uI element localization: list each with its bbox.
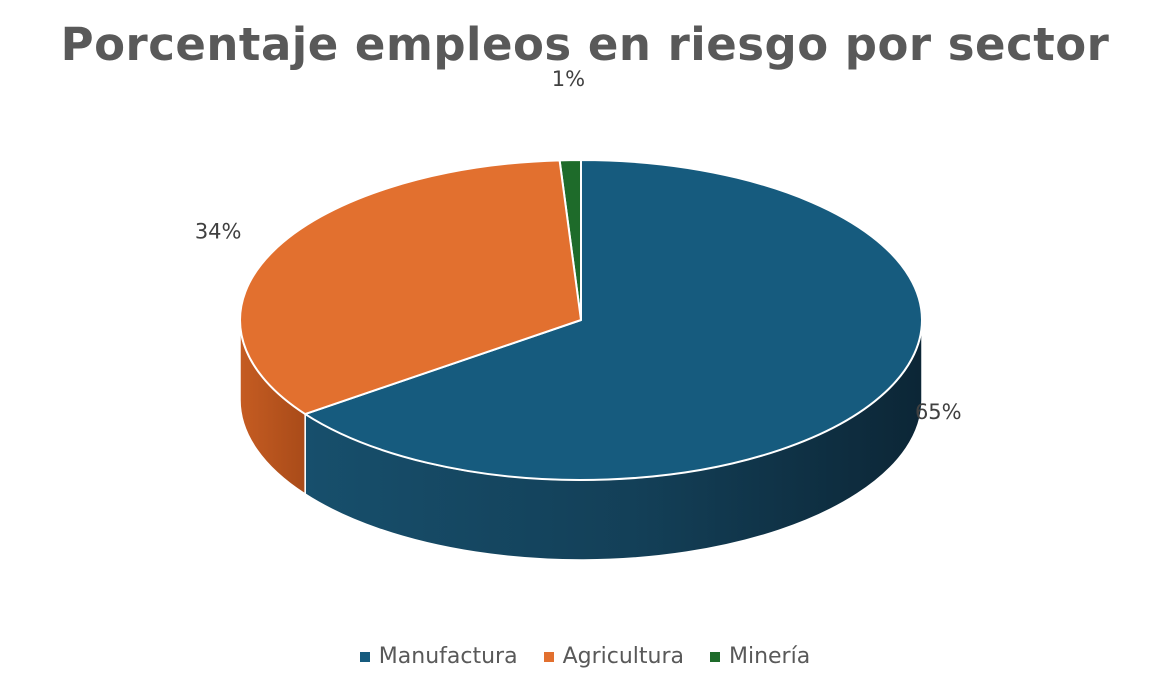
- legend-label-mineria: Minería: [728, 644, 811, 669]
- legend-item-mineria[interactable]: Minería: [709, 644, 811, 669]
- data-label-manufactura: 65%: [915, 400, 962, 424]
- legend-label-agricultura: Agricultura: [562, 644, 684, 669]
- legend-swatch-mineria: [709, 651, 720, 662]
- legend-item-agricultura[interactable]: Agricultura: [543, 644, 684, 669]
- pie-slice-manufactura[interactable]: [304, 159, 923, 481]
- data-label-agricultura: 34%: [195, 220, 242, 244]
- chart-title: Porcentaje empleos en riesgo por sector: [60, 18, 1110, 71]
- legend-swatch-manufactura: [359, 651, 370, 662]
- legend-item-manufactura[interactable]: Manufactura: [359, 644, 518, 669]
- legend-label-manufactura: Manufactura: [378, 644, 518, 669]
- legend-swatch-agricultura: [543, 651, 554, 662]
- legend: Manufactura Agricultura Minería: [0, 644, 1170, 669]
- data-label-mineria: 1%: [552, 67, 585, 91]
- pie-slice-agricultura[interactable]: [239, 159, 582, 416]
